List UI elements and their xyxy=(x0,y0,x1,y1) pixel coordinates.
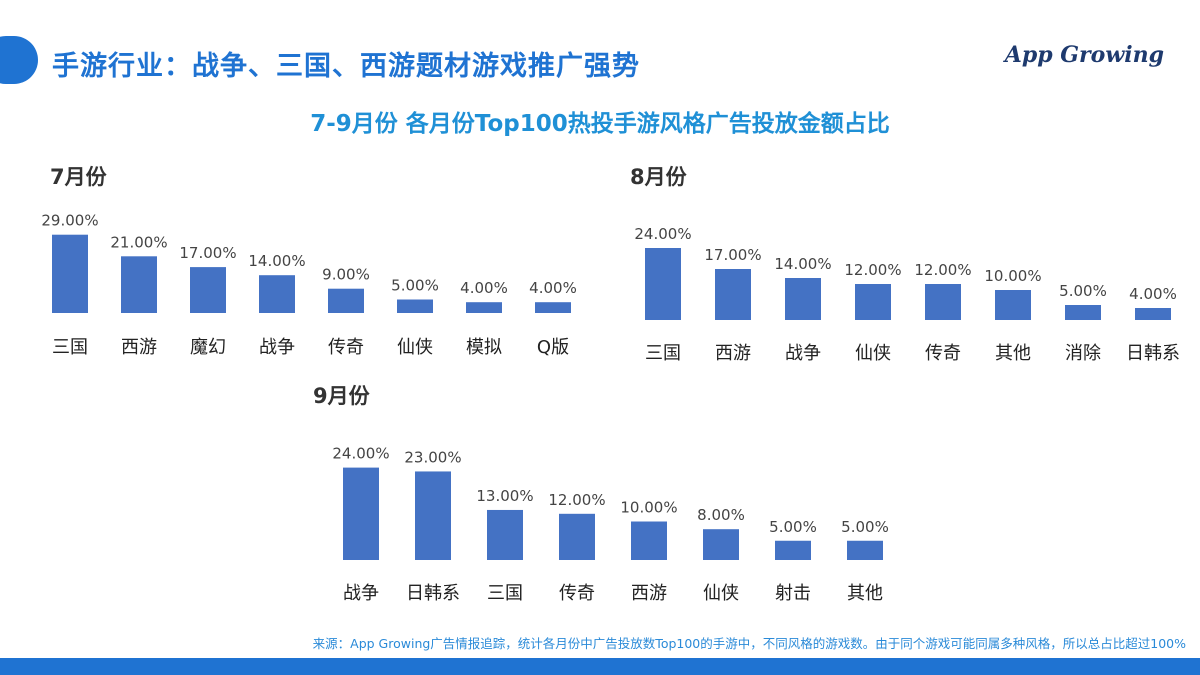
category-label: 三国 xyxy=(487,583,523,604)
bar-chart-month-7: 7月份 29.00% 三国 21.00% 西游 17.00% 魔幻 14.00% 战争 9.00%… xyxy=(41,165,576,358)
category-label: 战争 xyxy=(785,343,821,364)
value-label: 10.00% xyxy=(620,499,677,517)
bar-战争 xyxy=(785,278,821,320)
bar-三国 xyxy=(645,248,681,320)
value-label: 12.00% xyxy=(548,491,605,509)
source-footnote: 来源：App Growing广告情报追踪，统计各月份中广告投放数Top100的手… xyxy=(312,636,1186,651)
value-label: 17.00% xyxy=(179,244,236,262)
value-label: 13.00% xyxy=(476,487,533,505)
value-label: 12.00% xyxy=(844,261,901,279)
category-label: 其他 xyxy=(847,583,883,604)
bar-魔幻 xyxy=(190,267,226,313)
category-label: 射击 xyxy=(775,583,811,604)
category-label: 战争 xyxy=(343,583,379,604)
category-label: 三国 xyxy=(645,343,681,364)
bar-仙侠 xyxy=(703,529,739,560)
bar-三国 xyxy=(487,509,523,560)
value-label: 17.00% xyxy=(704,246,761,264)
category-label: 消除 xyxy=(1065,343,1101,364)
bar-Q版 xyxy=(535,302,571,313)
bar-其他 xyxy=(847,540,883,560)
bar-仙侠 xyxy=(855,284,891,320)
category-label: 模拟 xyxy=(466,337,502,358)
app-growing-logo: App Growing xyxy=(1004,42,1164,68)
value-label: 29.00% xyxy=(41,212,98,230)
bar-日韩系 xyxy=(415,471,451,560)
bar-三国 xyxy=(52,234,88,313)
bar-战争 xyxy=(259,275,295,313)
category-label: 战争 xyxy=(259,337,295,358)
bar-射击 xyxy=(775,540,811,560)
category-label: 其他 xyxy=(995,343,1031,364)
bar-消除 xyxy=(1065,305,1101,320)
title-accent-pill xyxy=(0,36,38,84)
category-label: 西游 xyxy=(715,343,751,364)
bar-chart-month-9: 9月份 24.00% 战争 23.00% 日韩系 13.00% 三国 12.00% 传奇 10.0… xyxy=(313,384,889,604)
value-label: 4.00% xyxy=(1129,285,1177,303)
bar-传奇 xyxy=(559,513,595,560)
bar-模拟 xyxy=(466,302,502,313)
value-label: 21.00% xyxy=(110,233,167,251)
bar-传奇 xyxy=(925,284,961,320)
category-label: 魔幻 xyxy=(190,337,226,358)
bar-战争 xyxy=(343,467,379,560)
category-label: 仙侠 xyxy=(855,343,891,364)
value-label: 8.00% xyxy=(697,506,745,524)
value-label: 14.00% xyxy=(774,255,831,273)
category-label: Q版 xyxy=(537,337,569,358)
value-label: 10.00% xyxy=(984,267,1041,285)
bar-其他 xyxy=(995,290,1031,320)
category-label: 日韩系 xyxy=(1126,343,1180,364)
category-label: 传奇 xyxy=(559,583,595,604)
value-label: 5.00% xyxy=(841,518,889,536)
value-label: 24.00% xyxy=(332,445,389,463)
panel-title: 7月份 xyxy=(50,165,108,189)
bar-日韩系 xyxy=(1135,308,1171,320)
value-label: 9.00% xyxy=(322,266,370,284)
bottom-bar xyxy=(0,658,1200,675)
category-label: 三国 xyxy=(52,337,88,358)
value-label: 5.00% xyxy=(1059,282,1107,300)
category-label: 日韩系 xyxy=(406,583,460,604)
category-label: 传奇 xyxy=(925,343,961,364)
bar-西游 xyxy=(715,269,751,320)
value-label: 23.00% xyxy=(404,448,461,466)
panel-title: 9月份 xyxy=(313,384,371,408)
bar-仙侠 xyxy=(397,299,433,313)
category-label: 西游 xyxy=(121,337,157,358)
category-label: 仙侠 xyxy=(703,583,739,604)
value-label: 4.00% xyxy=(529,279,577,297)
page-title: 手游行业：战争、三国、西游题材游戏推广强势 xyxy=(52,51,640,82)
bar-chart-month-8: 8月份 24.00% 三国 17.00% 西游 14.00% 战争 12.00% 仙侠 12.00… xyxy=(630,165,1180,364)
value-label: 14.00% xyxy=(248,252,305,270)
chart-subtitle: 7-9月份 各月份Top100热投手游风格广告投放金额占比 xyxy=(310,111,890,137)
bar-西游 xyxy=(121,256,157,313)
value-label: 4.00% xyxy=(460,279,508,297)
bar-西游 xyxy=(631,521,667,560)
category-label: 西游 xyxy=(631,583,667,604)
value-label: 24.00% xyxy=(634,225,691,243)
value-label: 12.00% xyxy=(914,261,971,279)
category-label: 仙侠 xyxy=(397,337,433,358)
bar-传奇 xyxy=(328,288,364,313)
value-label: 5.00% xyxy=(391,277,439,295)
panel-title: 8月份 xyxy=(630,165,688,189)
value-label: 5.00% xyxy=(769,518,817,536)
category-label: 传奇 xyxy=(328,337,364,358)
